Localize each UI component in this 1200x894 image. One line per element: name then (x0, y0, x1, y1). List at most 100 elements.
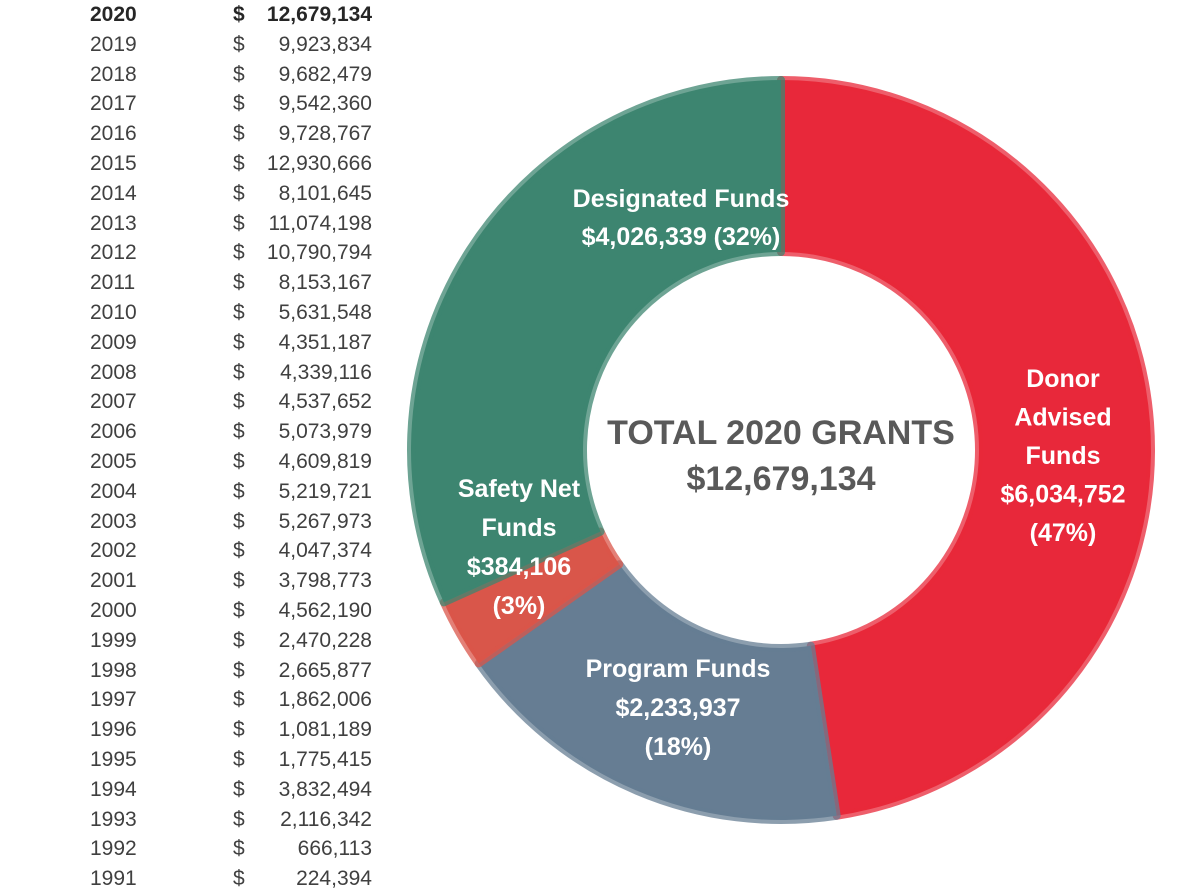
history-year: 2019 (90, 32, 137, 56)
history-row: 2011 $8,153,167 (90, 268, 390, 298)
history-amount: 2,116,342 (280, 807, 372, 831)
history-dollar-sign: $ (233, 32, 245, 56)
history-row: 1999 $2,470,228 (90, 626, 390, 656)
history-year: 2014 (90, 181, 137, 205)
history-amount: 10,790,794 (266, 241, 372, 265)
history-year: 2011 (90, 271, 136, 295)
history-dollar-sign: $ (233, 777, 245, 801)
history-row: 2019 $9,923,834 (90, 30, 390, 60)
history-row: 1997 $1,862,006 (90, 685, 390, 715)
history-dollar-sign: $ (233, 598, 245, 622)
history-dollar-sign: $ (233, 867, 245, 891)
history-amount: 1,081,189 (278, 718, 372, 742)
slice-label-safety-net-funds: Funds (482, 514, 557, 542)
history-amount: 666,113 (297, 837, 372, 861)
history-amount: 2,665,877 (278, 658, 372, 682)
slice-label-designated-funds: $4,026,339 (32%) (582, 223, 781, 251)
slice-designated-funds (407, 76, 785, 607)
history-year: 2007 (90, 390, 137, 414)
history-year: 2009 (90, 330, 137, 354)
history-year: 2008 (90, 360, 137, 384)
history-amount: 4,562,190 (278, 598, 372, 622)
history-row: 2018 $9,682,479 (90, 60, 390, 90)
history-dollar-sign: $ (233, 807, 245, 831)
history-amount: 9,542,360 (278, 92, 372, 116)
history-dollar-sign: $ (233, 509, 245, 533)
history-year: 1994 (90, 777, 137, 801)
history-dollar-sign: $ (233, 181, 245, 205)
history-row: 1991 $224,394 (90, 864, 390, 894)
history-amount: 224,394 (296, 867, 372, 891)
slice-label-donor-advised-funds: Donor (1026, 365, 1100, 393)
history-row: 2004 $5,219,721 (90, 477, 390, 507)
history-amount: 1,775,415 (278, 747, 372, 771)
history-row: 2006 $5,073,979 (90, 417, 390, 447)
history-amount: 9,728,767 (278, 122, 372, 146)
history-row: 2007 $4,537,652 (90, 387, 390, 417)
history-row: 2003 $5,267,973 (90, 507, 390, 537)
history-amount: 9,682,479 (278, 62, 372, 86)
history-year: 2013 (90, 211, 137, 235)
slice-donor-advised-funds (777, 76, 1155, 820)
donut-slices (407, 76, 1155, 824)
history-dollar-sign: $ (233, 3, 245, 26)
history-dollar-sign: $ (233, 62, 245, 86)
history-amount: 5,073,979 (278, 420, 372, 444)
history-dollar-sign: $ (233, 300, 245, 324)
slice-label-program-funds: $2,233,937 (615, 694, 740, 722)
history-dollar-sign: $ (233, 658, 245, 682)
history-row: 2002 $4,047,374 (90, 536, 390, 566)
history-row: 2020 $12,679,134 (90, 0, 390, 30)
history-row: 1992 $666,113 (90, 834, 390, 864)
history-row: 2010 $5,631,548 (90, 298, 390, 328)
history-amount: 12,930,666 (266, 151, 372, 175)
slice-label-designated-funds: Designated Funds (573, 185, 790, 213)
history-row: 1993 $2,116,342 (90, 805, 390, 835)
history-amount: 1,862,006 (278, 688, 372, 712)
history-dollar-sign: $ (233, 420, 245, 444)
history-row: 1998 $2,665,877 (90, 656, 390, 686)
history-year: 2017 (90, 92, 137, 116)
history-year: 2020 (90, 3, 137, 26)
history-year: 2003 (90, 509, 137, 533)
slice-label-safety-net-funds: (3%) (493, 592, 546, 620)
history-row: 1996 $1,081,189 (90, 715, 390, 745)
history-row: 1995 $1,775,415 (90, 745, 390, 775)
history-dollar-sign: $ (233, 390, 245, 414)
slice-label-program-funds: Program Funds (586, 655, 771, 683)
history-year: 2004 (90, 479, 137, 503)
history-amount: 12,679,134 (266, 3, 372, 26)
history-amount: 11,074,198 (268, 211, 372, 235)
center-title: TOTAL 2020 GRANTS (607, 414, 955, 452)
history-dollar-sign: $ (233, 747, 245, 771)
history-amount: 8,101,645 (278, 181, 372, 205)
history-amount: 4,339,116 (280, 360, 372, 384)
history-amount: 4,537,652 (278, 390, 372, 414)
history-dollar-sign: $ (233, 539, 245, 563)
history-dollar-sign: $ (233, 837, 245, 861)
history-year: 1999 (90, 628, 137, 652)
history-dollar-sign: $ (233, 92, 245, 116)
history-row: 2008 $4,339,116 (90, 358, 390, 388)
history-dollar-sign: $ (233, 688, 245, 712)
slice-label-donor-advised-funds: (47%) (1030, 519, 1097, 547)
history-dollar-sign: $ (233, 360, 245, 384)
history-year: 2010 (90, 300, 137, 324)
history-year: 2005 (90, 449, 137, 473)
history-row: 2015 $12,930,666 (90, 149, 390, 179)
history-row: 2013 $11,074,198 (90, 209, 390, 239)
slice-label-safety-net-funds: Safety Net (458, 475, 581, 503)
history-dollar-sign: $ (233, 479, 245, 503)
history-amount: 3,798,773 (278, 569, 372, 593)
history-year: 2015 (90, 151, 137, 175)
history-row: 1994 $3,832,494 (90, 775, 390, 805)
history-dollar-sign: $ (233, 718, 245, 742)
history-dollar-sign: $ (233, 449, 245, 473)
history-amount: 8,153,167 (278, 271, 372, 295)
history-amount: 3,832,494 (278, 777, 372, 801)
history-row: 2017 $9,542,360 (90, 89, 390, 119)
history-amount: 4,047,374 (278, 539, 372, 563)
slice-program-funds (474, 560, 841, 824)
grant-history-table: 2020 $12,679,134 2019 $9,923,834 2018 $9,682,… (90, 0, 390, 894)
history-year: 1995 (90, 747, 137, 771)
